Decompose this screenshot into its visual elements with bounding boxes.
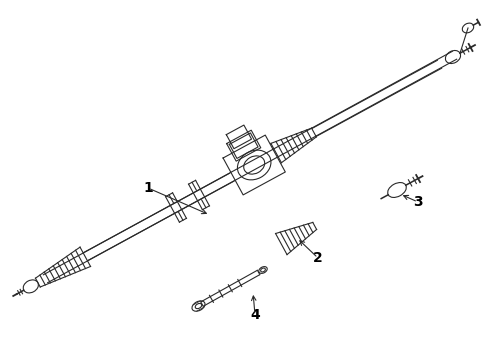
Ellipse shape	[23, 280, 38, 293]
Text: 3: 3	[413, 195, 423, 209]
Ellipse shape	[259, 267, 267, 273]
Ellipse shape	[462, 23, 474, 33]
Text: 1: 1	[143, 181, 153, 195]
Text: 2: 2	[313, 251, 323, 265]
Ellipse shape	[261, 268, 266, 272]
Ellipse shape	[445, 50, 461, 63]
Text: 4: 4	[250, 308, 260, 322]
Ellipse shape	[244, 156, 265, 174]
Ellipse shape	[195, 303, 202, 309]
Ellipse shape	[238, 150, 271, 180]
Ellipse shape	[192, 301, 205, 311]
Ellipse shape	[388, 183, 406, 197]
